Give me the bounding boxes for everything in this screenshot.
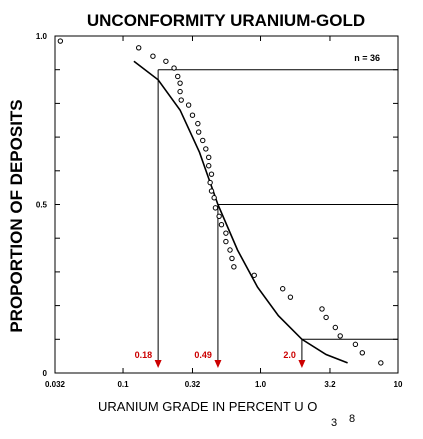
data-point [211, 195, 217, 201]
data-point [189, 112, 196, 118]
data-point [280, 286, 286, 292]
data-point [175, 73, 181, 80]
marker-arrowhead [154, 360, 162, 368]
data-point [216, 213, 222, 219]
data-point [229, 255, 235, 262]
percentile-markers: 0.18 0.49 2.0 [135, 69, 398, 368]
data-point [208, 171, 215, 177]
data-point [163, 58, 169, 64]
data-point [332, 324, 339, 331]
data-point [223, 230, 229, 236]
marker-label: 0.18 [135, 350, 153, 360]
data-point [150, 53, 156, 59]
y-tick-label: 0.5 [36, 201, 48, 210]
data-point [352, 341, 359, 348]
data-point [223, 238, 229, 245]
data-points [57, 38, 384, 366]
x-axis: 0.032 0.1 0.32 1.0 3.2 10 [45, 36, 403, 389]
data-point [378, 360, 384, 366]
data-point [323, 314, 329, 321]
data-point [206, 163, 212, 169]
x-tick-label: 10 [394, 380, 403, 389]
marker-label: 2.0 [283, 350, 296, 360]
marker-label: 0.49 [194, 350, 212, 360]
marker-arrowhead [298, 360, 306, 368]
fit-curve [133, 60, 348, 364]
data-point [218, 222, 225, 228]
data-point [337, 333, 343, 339]
data-point [185, 102, 192, 108]
x-tick-label: 0.1 [117, 380, 129, 389]
data-point [319, 306, 325, 312]
data-point [203, 146, 209, 152]
x-axis-subscript-3: 3 [331, 417, 337, 429]
x-tick-label: 0.032 [45, 380, 66, 389]
x-axis-subscript-8: 8 [349, 413, 355, 425]
sample-size-label: n = 36 [354, 53, 380, 63]
data-point [207, 179, 213, 186]
data-point [177, 88, 183, 95]
data-point [171, 65, 177, 71]
data-point [359, 350, 366, 356]
data-point [195, 120, 201, 127]
data-point [231, 264, 237, 270]
y-axis-title: PROPORTION OF DEPOSITS [7, 99, 26, 332]
data-point [227, 247, 233, 253]
data-point [177, 80, 183, 86]
x-tick-label: 1.0 [255, 380, 267, 389]
y-tick-label: 1.0 [36, 32, 48, 41]
data-point [251, 272, 257, 278]
y-tick-label: 0 [43, 369, 48, 378]
data-point [178, 97, 184, 103]
marker-arrowhead [214, 360, 222, 368]
data-point [57, 38, 64, 44]
data-point [200, 137, 206, 144]
x-tick-label: 0.32 [185, 380, 201, 389]
data-point [208, 188, 215, 194]
data-point [206, 154, 212, 161]
x-tick-label: 3.2 [324, 380, 336, 389]
data-point [135, 45, 142, 51]
data-point [195, 129, 202, 135]
data-point [212, 205, 219, 211]
chart-title: UNCONFORMITY URANIUM-GOLD [87, 11, 365, 30]
data-point [287, 294, 294, 300]
x-axis-title: URANIUM GRADE IN PERCENT U O [98, 399, 317, 414]
